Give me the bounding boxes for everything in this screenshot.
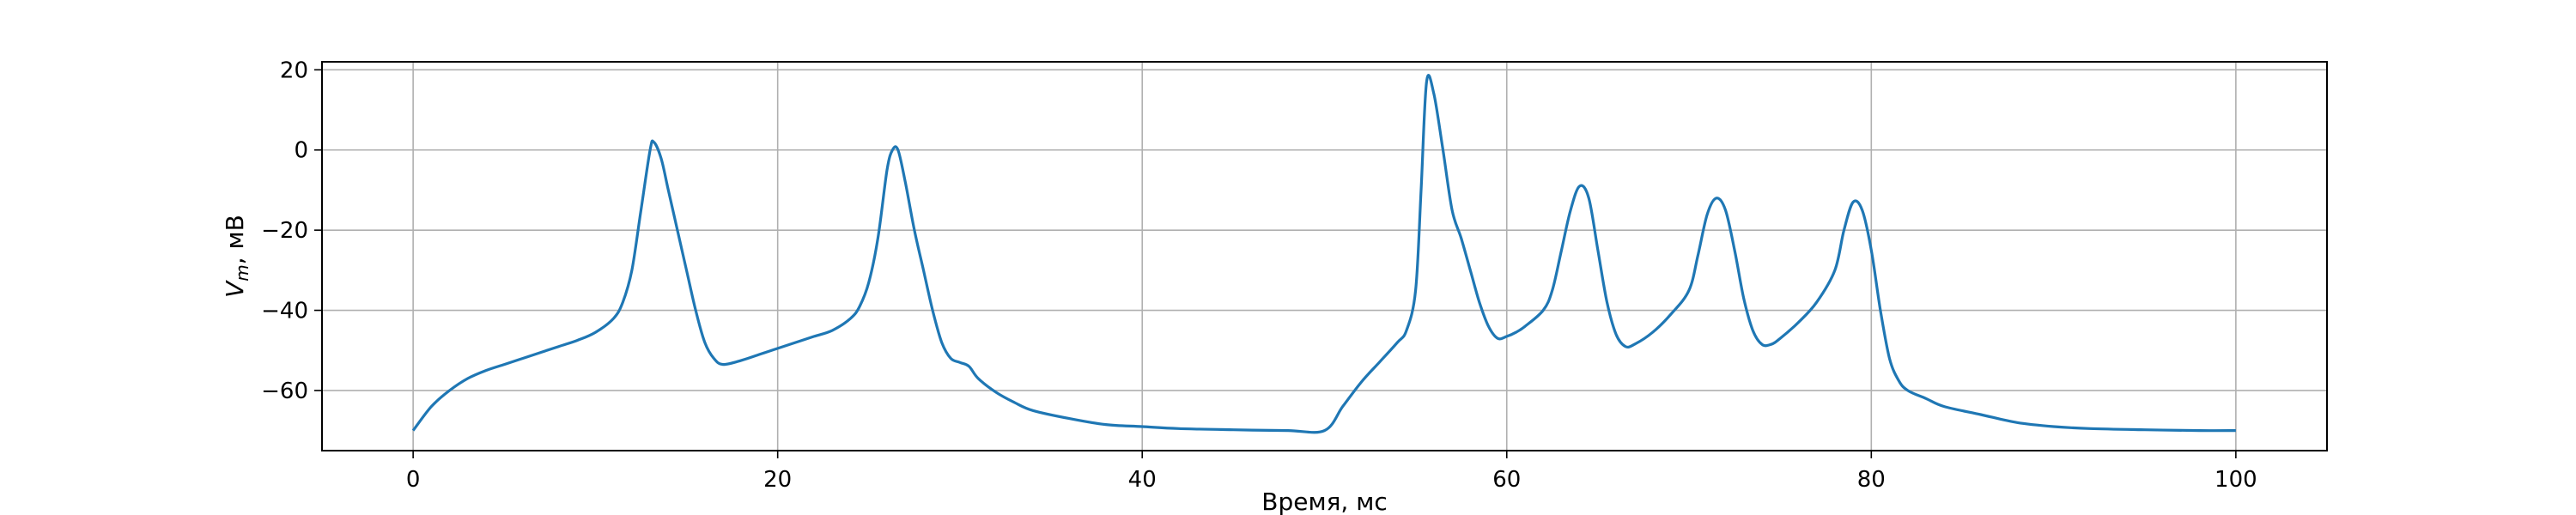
series-layer [411,74,2236,434]
y-tick-label: −60 [261,379,308,404]
grid-lines [322,62,2327,451]
x-tick-label: 100 [2215,467,2257,493]
x-tick-label: 20 [763,467,792,493]
y-axis-label-main: V [221,280,249,298]
y-tick-label: 20 [280,58,308,83]
ticks: 0 20 40 60 80 100 −60 −40 −20 0 20 [261,58,2257,493]
y-axis-label-rest: , мВ [221,215,249,264]
x-tick-label: 40 [1128,467,1157,493]
x-tick-label: 60 [1492,467,1521,493]
y-tick-label: 0 [294,138,308,164]
y-axis-label-sub: m [232,264,252,281]
x-axis-label: Время, мс [1261,488,1388,515]
y-tick-label: −20 [261,218,308,244]
membrane-potential-line [411,74,2236,434]
y-tick-label: −40 [261,299,308,324]
plot-frame [321,61,2328,451]
x-tick-label: 0 [406,467,421,493]
y-axis-label: Vm, мВ [221,215,252,298]
x-tick-label: 80 [1857,467,1886,493]
